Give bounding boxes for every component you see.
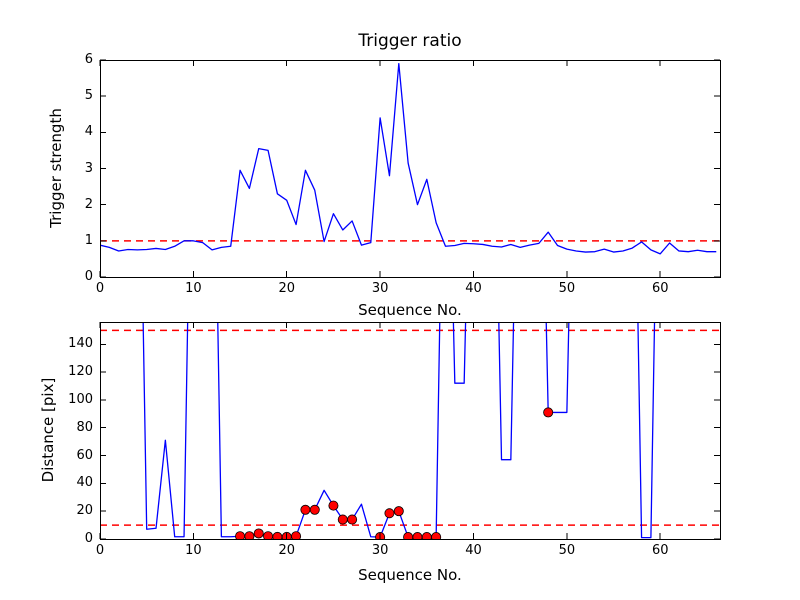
data-point-marker — [300, 504, 311, 515]
x-tick-label: 10 — [185, 543, 202, 558]
y-tick-label: 6 — [84, 52, 93, 67]
data-point-marker — [393, 506, 404, 517]
y-tick-label: 20 — [76, 503, 93, 519]
x-tick-label: 50 — [558, 281, 576, 296]
data-point-marker — [328, 500, 339, 511]
tick-marks — [99, 59, 720, 278]
data-point-marker — [253, 528, 264, 539]
x-tick-label: 60 — [651, 543, 669, 558]
axes-frame — [100, 60, 721, 278]
y-tick-label: 140 — [68, 336, 93, 352]
bottom-axes — [100, 322, 720, 539]
x-tick-label: 50 — [558, 543, 576, 558]
x-tick-label: 20 — [278, 543, 295, 558]
y-tick-label: 5 — [84, 88, 93, 104]
y-tick-label: 4 — [84, 124, 93, 140]
data-point-marker — [291, 531, 302, 539]
chart-title: Trigger ratio — [358, 31, 462, 51]
y-tick-label: 0 — [84, 531, 93, 546]
data-point-marker — [543, 407, 554, 418]
y-tick-label: 120 — [68, 364, 93, 380]
x-tick-label: 30 — [371, 543, 389, 558]
x-tick-label: 30 — [371, 281, 389, 296]
x-tick-label: 20 — [278, 281, 295, 296]
trigger-point-markers — [235, 407, 554, 539]
data-point-marker — [272, 531, 283, 539]
data-point-marker — [431, 532, 442, 539]
x-tick-label: 40 — [465, 543, 482, 558]
data-point-marker — [403, 532, 414, 539]
top-xlabel: Sequence No. — [358, 301, 462, 319]
tick-marks — [99, 322, 720, 540]
trigger-strength-line — [100, 62, 717, 255]
x-tick-label: 10 — [185, 281, 202, 296]
y-tick-label: 80 — [76, 419, 93, 435]
data-point-marker — [244, 531, 255, 539]
data-point-marker — [412, 532, 423, 539]
y-tick-label: 1 — [84, 232, 93, 248]
data-point-marker — [384, 508, 395, 519]
data-point-marker — [421, 532, 432, 539]
x-tick-label: 0 — [95, 543, 105, 558]
top-axes — [100, 62, 720, 255]
x-tick-label: 60 — [651, 281, 669, 296]
bottom-ylabel: Distance [pix] — [39, 377, 57, 483]
axes-frame — [100, 322, 721, 540]
y-tick-label: 3 — [84, 160, 93, 176]
y-tick-label: 60 — [76, 447, 93, 463]
x-tick-label: 0 — [95, 281, 105, 296]
y-tick-label: 40 — [76, 475, 93, 491]
data-point-marker — [309, 504, 320, 515]
bottom-xlabel: Sequence No. — [358, 566, 462, 584]
distance-line — [142, 322, 656, 539]
y-tick-label: 0 — [84, 269, 93, 284]
y-tick-label: 2 — [84, 196, 93, 212]
data-point-marker — [337, 514, 348, 525]
y-tick-label: 100 — [68, 391, 93, 407]
data-point-marker — [347, 514, 358, 525]
x-tick-label: 40 — [465, 281, 482, 296]
